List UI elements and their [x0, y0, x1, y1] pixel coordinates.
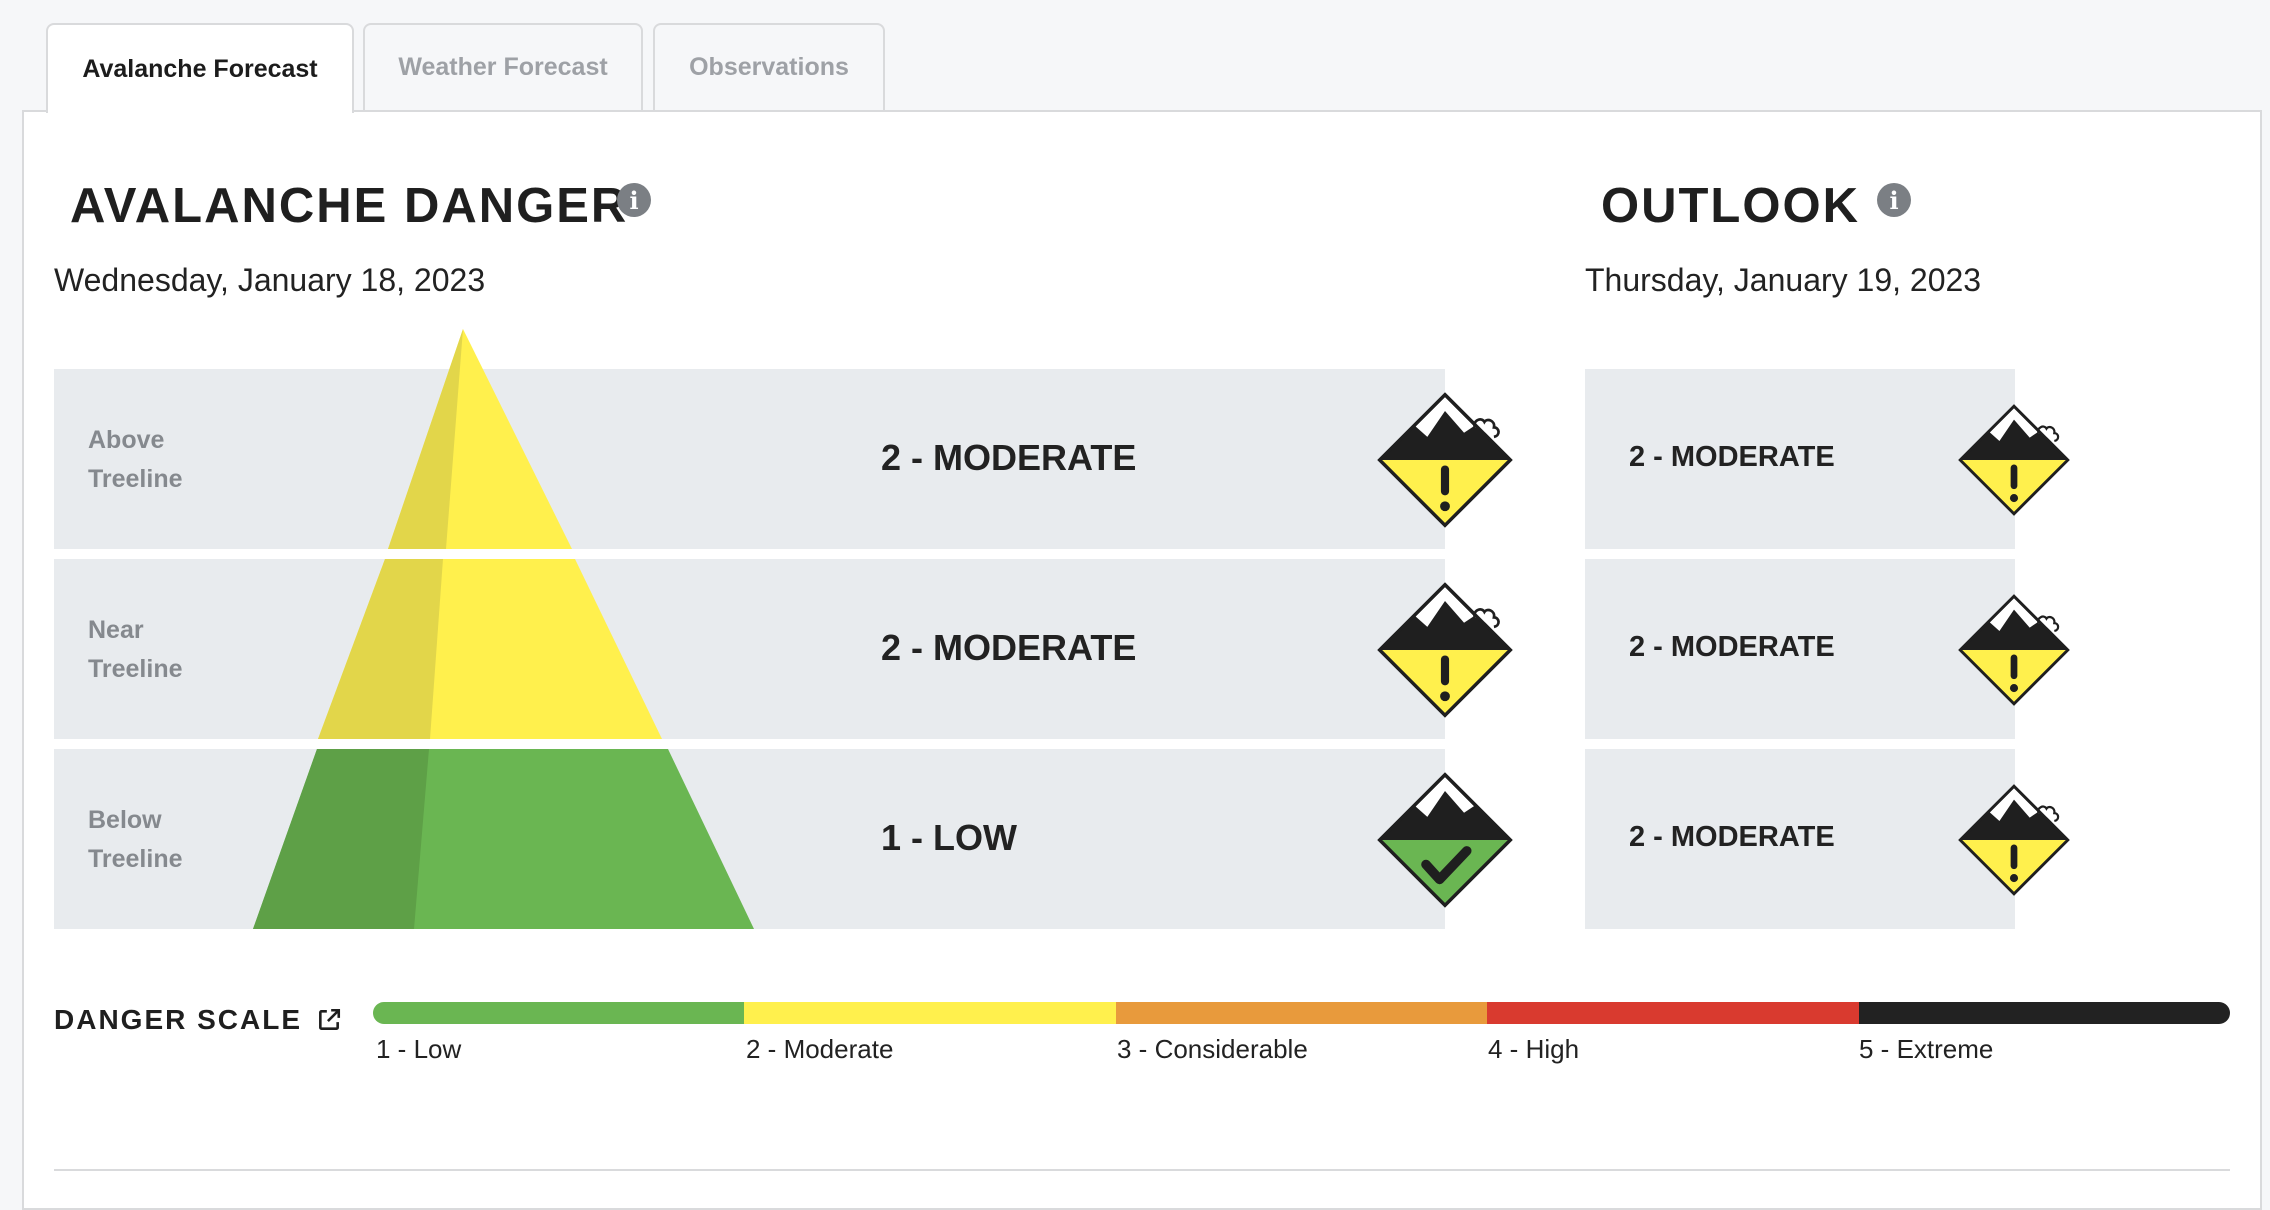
scale-segment-high — [1487, 1002, 1859, 1024]
moderate-danger-icon — [1958, 784, 2070, 896]
danger-scale-link[interactable]: DANGER SCALE — [54, 1004, 342, 1036]
danger-scale-title: DANGER SCALE — [54, 1004, 303, 1035]
outlook-band-near — [1585, 559, 2015, 739]
danger-rating-above: 2 - MODERATE — [881, 437, 1137, 478]
elevation-pyramid — [253, 329, 754, 929]
tab-avalanche-forecast[interactable]: Avalanche Forecast — [46, 23, 354, 113]
outlook-band-above — [1585, 369, 2015, 549]
section-divider — [54, 1169, 2230, 1171]
moderate-danger-icon — [1958, 404, 2070, 516]
scale-label-low: 1 - Low — [376, 1034, 462, 1064]
info-icon[interactable]: i — [617, 183, 651, 217]
scale-label-extreme: 5 - Extreme — [1859, 1034, 1994, 1064]
outlook-title: OUTLOOK — [1601, 179, 1860, 233]
tab-weather-forecast[interactable]: Weather Forecast — [363, 23, 643, 110]
danger-rating-below: 1 - LOW — [881, 817, 1017, 858]
scale-segment-considerable — [1115, 1002, 1488, 1024]
moderate-danger-icon — [1377, 392, 1513, 528]
danger-scale-bar — [373, 1002, 2230, 1024]
elevation-label-above: Above Treeline — [88, 421, 183, 499]
outlook-rating-near: 2 - MODERATE — [1629, 631, 1835, 663]
scale-label-high: 4 - High — [1488, 1034, 1580, 1064]
outlook-date: Thursday, January 19, 2023 — [1585, 262, 1982, 298]
info-icon[interactable]: i — [1877, 183, 1911, 217]
scale-label-considerable: 3 - Considerable — [1117, 1034, 1308, 1064]
outlook-band-below — [1585, 749, 2015, 929]
elevation-label-line: Above — [88, 426, 165, 454]
scale-label-moderate: 2 - Moderate — [746, 1034, 894, 1064]
band-near-treeline — [54, 559, 1445, 739]
tab-observations[interactable]: Observations — [653, 23, 885, 110]
band-above-treeline — [54, 369, 1445, 549]
low-danger-icon — [1377, 772, 1513, 908]
danger-title: AVALANCHE DANGER — [70, 179, 629, 233]
elevation-label-line: Treeline — [88, 845, 183, 873]
scale-segment-extreme — [1858, 1002, 2230, 1024]
outlook-rating-above: 2 - MODERATE — [1629, 441, 1835, 473]
panel-content: AVALANCHE DANGER i Wednesday, January 18… — [54, 179, 2230, 1171]
elevation-label-line: Treeline — [88, 655, 183, 683]
danger-rating-near: 2 - MODERATE — [881, 627, 1137, 668]
elevation-label-line: Near — [88, 616, 144, 644]
elevation-label-line: Below — [88, 806, 162, 834]
moderate-danger-icon — [1377, 582, 1513, 718]
scale-segment-moderate — [744, 1002, 1116, 1024]
elevation-label-line: Treeline — [88, 465, 183, 493]
outlook-rating-below: 2 - MODERATE — [1629, 821, 1835, 853]
elevation-label-below: Below Treeline — [88, 801, 183, 879]
scale-segment-low — [373, 1002, 745, 1024]
external-link-icon — [319, 1008, 341, 1030]
danger-date: Wednesday, January 18, 2023 — [54, 262, 486, 298]
moderate-danger-icon — [1958, 594, 2070, 706]
elevation-label-near: Near Treeline — [88, 611, 183, 689]
